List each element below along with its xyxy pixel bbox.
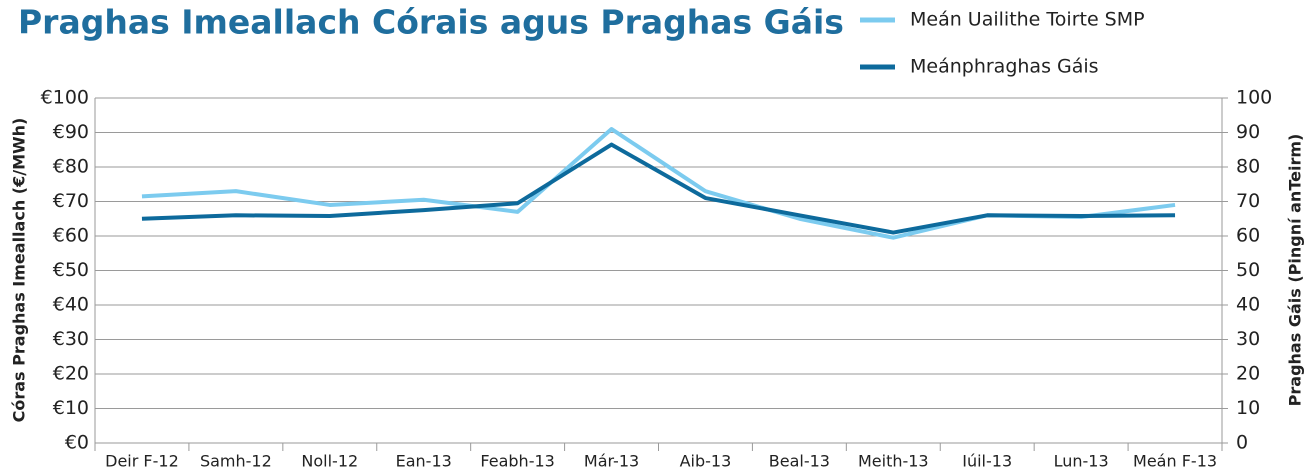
y-tick-label: €20 <box>53 363 89 385</box>
y-tick-label: €80 <box>53 156 89 178</box>
y2-tick-label: 30 <box>1236 328 1260 350</box>
x-tick-label: Noll-12 <box>301 452 358 471</box>
y-tick-label: €40 <box>53 294 89 316</box>
x-tick-label: Samh-12 <box>200 452 272 471</box>
x-tick-label: Beal-13 <box>769 452 830 471</box>
y2-axis-label: Praghas Gáis (Pingní anTeirm) <box>1286 134 1305 407</box>
y2-tick-label: 40 <box>1236 294 1260 316</box>
y2-tick-label: 90 <box>1236 121 1260 143</box>
y2-tick-label: 10 <box>1236 397 1260 419</box>
y-axis-label: Córas Praghas Imeallach (€/MWh) <box>10 118 29 423</box>
x-tick-label: Már-13 <box>584 452 639 471</box>
y2-tick-label: 70 <box>1236 190 1260 212</box>
y2-tick-label: 60 <box>1236 225 1260 247</box>
x-tick-label: Meith-13 <box>858 452 929 471</box>
y-tick-label: €100 <box>41 87 89 109</box>
y2-tick-label: 50 <box>1236 259 1260 281</box>
legend-label: Meán Uailithe Toirte SMP <box>910 9 1145 31</box>
y2-tick-label: 0 <box>1236 432 1248 454</box>
x-tick-label: Iúil-13 <box>962 452 1012 471</box>
y-tick-label: €0 <box>65 432 89 454</box>
y-tick-label: €30 <box>53 328 89 350</box>
series-line <box>141 127 1176 240</box>
legend-label: Meánphraghas Gáis <box>910 56 1099 78</box>
x-tick-label: Meán F-13 <box>1133 452 1217 471</box>
y-tick-label: €50 <box>53 259 89 281</box>
x-tick-label: Feabh-13 <box>480 452 554 471</box>
x-tick-label: Deir F-12 <box>105 452 179 471</box>
series-line <box>141 142 1176 235</box>
y-tick-label: €10 <box>53 397 89 419</box>
x-tick-label: Lun-13 <box>1054 452 1109 471</box>
y2-tick-label: 100 <box>1236 87 1272 109</box>
x-tick-label: Ean-13 <box>396 452 452 471</box>
y-tick-label: €70 <box>53 190 89 212</box>
y2-tick-label: 80 <box>1236 156 1260 178</box>
x-tick-label: Aib-13 <box>680 452 732 471</box>
y-tick-label: €60 <box>53 225 89 247</box>
y2-tick-label: 20 <box>1236 363 1260 385</box>
y-tick-label: €90 <box>53 121 89 143</box>
chart-title: Praghas Imeallach Córais agus Praghas Gá… <box>18 3 844 42</box>
